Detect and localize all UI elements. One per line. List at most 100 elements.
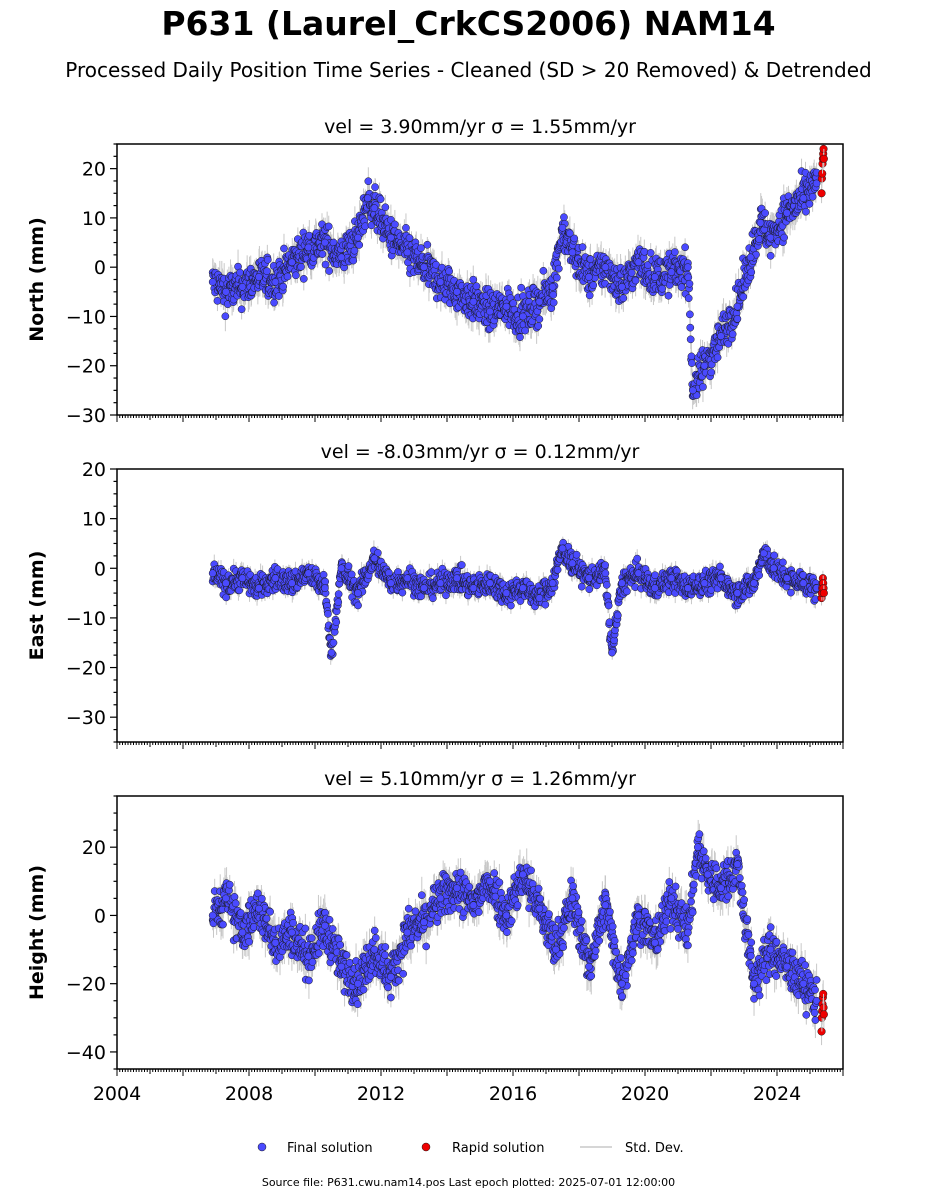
final-point	[304, 243, 313, 252]
final-point	[667, 268, 676, 276]
final-point	[292, 271, 300, 280]
final-point	[585, 273, 593, 281]
final-point	[780, 233, 788, 242]
rapid-point	[817, 189, 826, 198]
final-point	[783, 209, 791, 217]
final-point	[363, 194, 372, 203]
final-point	[402, 224, 410, 232]
final-point	[728, 330, 737, 339]
y-tick-label: −30	[66, 405, 106, 427]
final-point	[337, 253, 346, 262]
final-point	[361, 222, 370, 231]
final-point	[646, 249, 655, 257]
final-point	[549, 298, 558, 307]
final-point	[627, 268, 636, 277]
final-point	[222, 287, 230, 296]
plot-area	[208, 536, 828, 665]
final-point	[684, 294, 693, 303]
final-point	[684, 273, 693, 282]
final-point	[677, 283, 686, 291]
final-point	[539, 266, 548, 275]
final-point	[756, 218, 765, 227]
final-point	[238, 283, 247, 291]
final-point	[664, 291, 673, 300]
final-point	[707, 368, 716, 377]
final-point	[601, 263, 610, 272]
final-point	[279, 282, 288, 291]
final-point	[521, 326, 529, 335]
final-point	[570, 234, 579, 243]
final-point	[445, 267, 453, 276]
final-point	[354, 233, 362, 242]
final-point	[717, 332, 725, 341]
y-tick-label: 10	[82, 208, 106, 230]
final-point	[236, 268, 244, 277]
final-point	[640, 247, 649, 256]
y-tick-label: 20	[82, 159, 106, 181]
time-series-figure: −30 −20 −10 0 10 20 vel = 3.90mm/yr σ = 1.55mm…	[26, 116, 844, 1156]
final-point	[549, 290, 558, 299]
final-point	[371, 183, 379, 191]
final-point	[469, 275, 478, 284]
y-tick-label: −10	[66, 306, 106, 328]
final-point	[509, 299, 518, 308]
final-point	[376, 195, 385, 204]
stddev-bars	[212, 158, 818, 410]
final-point	[381, 203, 390, 212]
y-tick-label: −20	[66, 356, 106, 378]
final-point	[417, 244, 425, 252]
final-point	[687, 352, 696, 361]
chart-subtitle: Processed Daily Position Time Series - C…	[65, 58, 872, 82]
final-point	[420, 263, 428, 272]
y-axis-label: North (mm)	[26, 217, 48, 342]
final-point	[370, 204, 379, 212]
final-point	[634, 258, 643, 267]
final-point	[405, 234, 414, 242]
final-point	[517, 283, 526, 292]
final-point	[686, 335, 695, 344]
final-point	[263, 255, 272, 264]
final-point	[700, 361, 709, 370]
final-point	[686, 323, 695, 332]
final-point	[585, 291, 594, 300]
final-point	[213, 296, 222, 305]
rapid-points	[817, 144, 828, 204]
final-point	[619, 294, 628, 303]
final-point	[534, 322, 543, 330]
final-point	[746, 253, 755, 262]
final-point	[802, 207, 810, 216]
final-point	[299, 275, 308, 283]
final-point	[516, 333, 524, 342]
final-point	[355, 241, 364, 249]
chart-title: P631 (Laurel_CrkCS2006) NAM14	[161, 4, 776, 43]
final-point	[755, 235, 764, 244]
final-point	[350, 246, 359, 255]
final-point	[552, 273, 561, 282]
panel-0: −30 −20 −10 0 10 20 vel = 3.90mm/yr σ = 1.55mm…	[26, 116, 844, 427]
final-point	[535, 315, 544, 323]
final-points	[208, 167, 821, 400]
final-point	[684, 263, 692, 272]
final-point	[548, 283, 557, 291]
final-point	[321, 238, 329, 247]
final-point	[812, 179, 821, 188]
final-point	[221, 312, 230, 321]
final-point	[689, 386, 697, 395]
final-point	[364, 177, 373, 186]
final-point	[423, 240, 432, 249]
final-point	[644, 261, 652, 269]
final-point	[651, 273, 659, 281]
final-point	[318, 250, 327, 258]
final-point	[670, 248, 679, 256]
final-point	[255, 273, 263, 281]
final-points	[208, 538, 821, 660]
final-point	[324, 222, 333, 231]
final-point	[270, 298, 278, 307]
final-point	[658, 284, 667, 293]
final-point	[263, 267, 271, 276]
final-point	[472, 282, 481, 291]
final-point	[558, 223, 567, 232]
final-point	[733, 315, 742, 323]
final-point	[453, 287, 461, 296]
